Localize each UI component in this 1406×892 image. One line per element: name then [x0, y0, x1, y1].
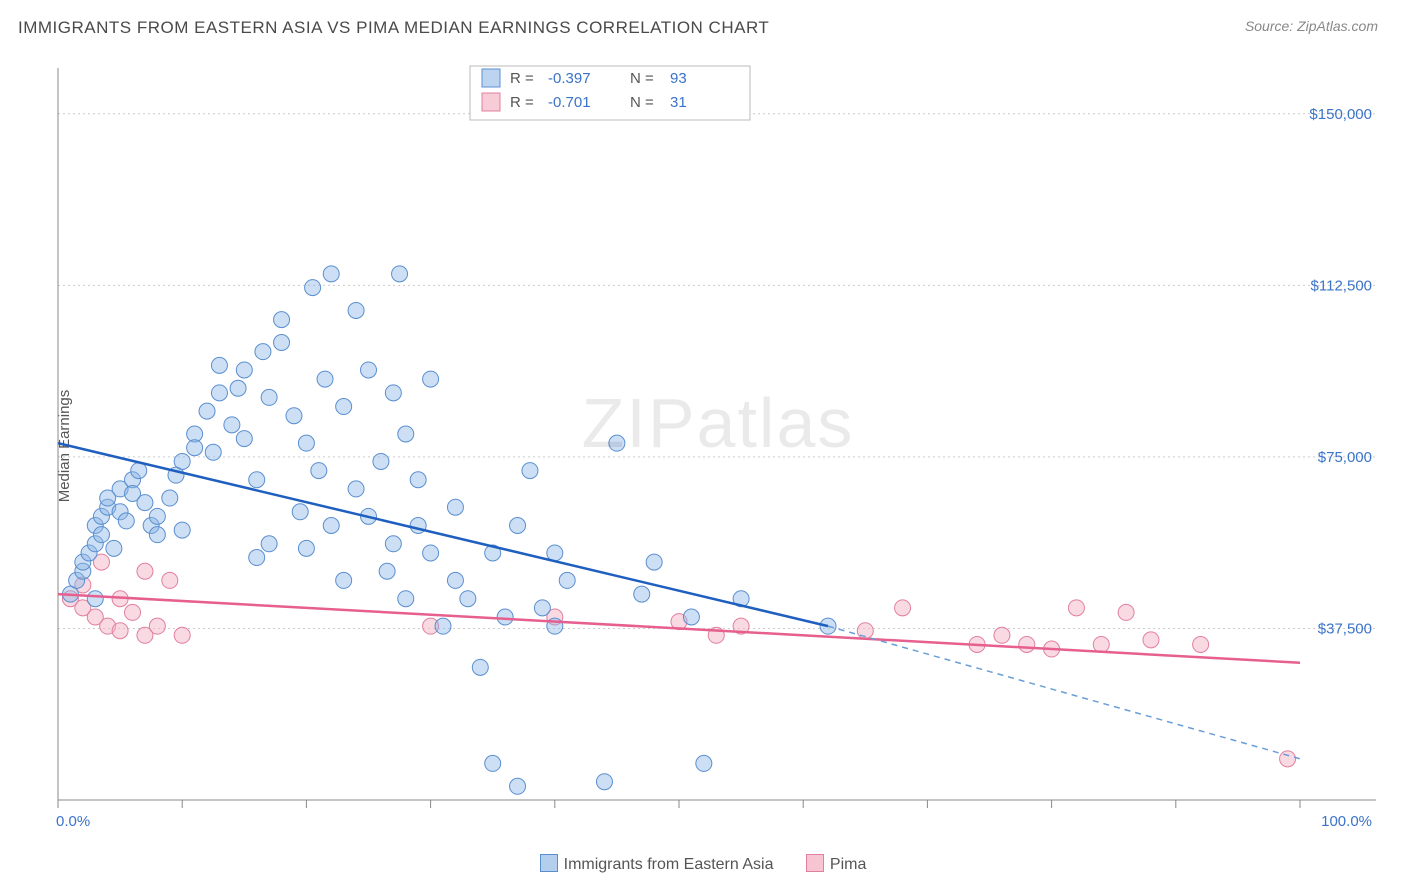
svg-text:R =: R =	[510, 94, 534, 111]
svg-text:$112,500: $112,500	[1311, 277, 1372, 294]
legend-bottom: Immigrants from Eastern Asia Pima	[0, 854, 1406, 874]
source-credit: Source: ZipAtlas.com	[1245, 18, 1378, 34]
legend-swatch-a	[540, 854, 558, 872]
svg-text:N =: N =	[630, 70, 654, 87]
legend-label-b: Pima	[830, 856, 866, 873]
source-value: ZipAtlas.com	[1297, 18, 1378, 34]
svg-text:R =: R =	[510, 70, 534, 87]
svg-text:93: 93	[670, 70, 687, 87]
svg-text:$150,000: $150,000	[1309, 106, 1372, 123]
legend-swatch-b	[806, 854, 824, 872]
scatter-plot: $37,500 $75,000 $112,500 $150,000 0.0% 100.0%…	[50, 60, 1386, 832]
source-label: Source:	[1245, 18, 1297, 34]
svg-text:-0.701: -0.701	[548, 94, 591, 111]
svg-text:-0.397: -0.397	[548, 70, 591, 87]
svg-text:N =: N =	[630, 94, 654, 111]
svg-text:0.0%: 0.0%	[56, 813, 90, 830]
svg-text:$37,500: $37,500	[1318, 620, 1372, 637]
svg-text:31: 31	[670, 94, 687, 111]
chart-area: $37,500 $75,000 $112,500 $150,000 0.0% 100.0%…	[50, 60, 1386, 832]
chart-title: IMMIGRANTS FROM EASTERN ASIA VS PIMA MED…	[18, 18, 769, 38]
svg-text:$75,000: $75,000	[1318, 449, 1372, 466]
legend-label-a: Immigrants from Eastern Asia	[564, 856, 774, 873]
svg-text:100.0%: 100.0%	[1321, 813, 1372, 830]
